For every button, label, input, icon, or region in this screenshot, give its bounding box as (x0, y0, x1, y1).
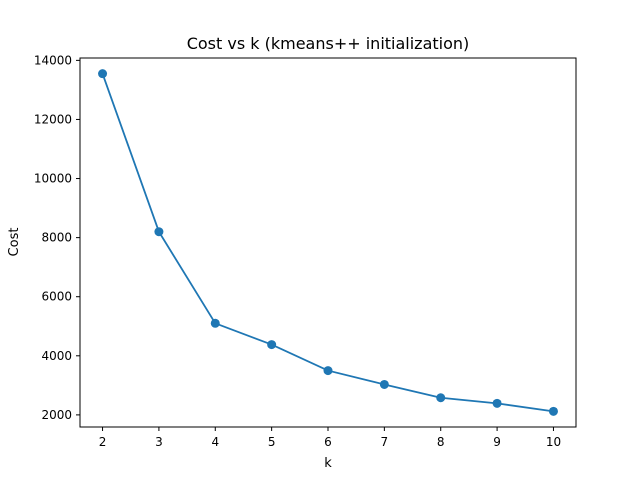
data-point (436, 393, 446, 403)
x-tick-label: 2 (99, 435, 107, 449)
x-tick-label: 8 (437, 435, 445, 449)
data-point (548, 406, 558, 416)
x-tick-label: 9 (493, 435, 501, 449)
data-point (210, 318, 220, 328)
y-axis: 2000 4000 6000 8000 10000 12000 14000 (34, 53, 80, 422)
x-tick-label: 4 (211, 435, 219, 449)
y-tick-label: 8000 (41, 231, 72, 245)
data-point (379, 379, 389, 389)
x-tick-label: 5 (268, 435, 276, 449)
data-point (323, 366, 333, 376)
x-axis: 2 3 4 5 6 7 8 9 10 (99, 427, 561, 449)
data-point (98, 69, 108, 79)
plot-frame (79, 57, 577, 428)
data-point (154, 227, 164, 237)
x-tick-label: 6 (324, 435, 332, 449)
x-tick-label: 10 (546, 435, 561, 449)
series-line (101, 73, 554, 413)
plot-area (98, 69, 558, 416)
y-tick-label: 12000 (34, 112, 72, 126)
y-tick-label: 4000 (41, 349, 72, 363)
chart-title: Cost vs k (kmeans++ initialization) (187, 34, 470, 53)
y-tick-label: 6000 (41, 290, 72, 304)
y-tick-label: 2000 (41, 408, 72, 422)
y-axis-label: Cost (7, 228, 22, 257)
data-point (492, 398, 502, 408)
x-tick-label: 3 (155, 435, 163, 449)
y-tick-label: 10000 (34, 172, 72, 186)
x-tick-label: 7 (381, 435, 389, 449)
y-tick-label: 14000 (34, 53, 72, 67)
data-point (267, 340, 277, 350)
x-axis-label: k (324, 456, 332, 471)
